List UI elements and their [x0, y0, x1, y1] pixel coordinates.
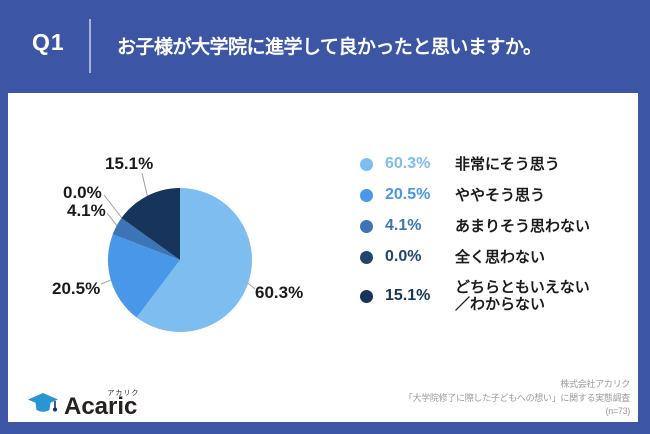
- legend-dot: [360, 188, 373, 202]
- legend-item: 15.1% どちらともいえない ／わからない: [360, 279, 632, 313]
- pie-percent-label-3: 4.1%: [67, 201, 106, 220]
- question-number: Q1: [32, 29, 65, 55]
- acaric-logo: アカリク Acaric: [28, 390, 140, 420]
- legend-dot: [360, 250, 373, 264]
- legend-label: 非常にそう思う: [455, 155, 560, 173]
- legend-dot: [360, 289, 373, 303]
- question-text: お子様が大学院に進学して良かったと思いますか。: [117, 37, 542, 58]
- legend-label: 全く思わない: [455, 248, 546, 266]
- header-divider: [89, 19, 91, 73]
- legend: 60.3% 非常にそう思う 20.5% ややそう思う 4.1% あまりそう思わな…: [360, 155, 632, 326]
- source-sample-size: (n=73): [605, 406, 631, 416]
- pie-leader-line-2: [106, 212, 118, 227]
- legend-pct: 20.5%: [385, 186, 431, 203]
- pie-slice-0: [136, 188, 253, 332]
- pie-leader-line-3: [103, 194, 123, 219]
- question-header: Q1 お子様が大学院に進学して良かったと思いますか。: [0, 0, 650, 93]
- pie-slice-4: [121, 188, 180, 260]
- legend-label: ややそう思う: [455, 186, 546, 204]
- legend-item: 4.1% あまりそう思わない: [360, 217, 632, 235]
- pie-leader-line-0: [246, 282, 256, 290]
- legend-pct: 60.3%: [385, 155, 431, 172]
- source-survey-title: 「大学院修了に際した子どもへの想い」に関する実態調査: [403, 392, 631, 403]
- legend-item: 0.0% 全く思わない: [360, 248, 632, 266]
- pie-percent-label-4: 0.0%: [63, 183, 102, 202]
- legend-dot: [360, 219, 373, 233]
- survey-source: 株式会社アカリク 「大学院修了に際した子どもへの想い」に関する実態調査 (n=7…: [403, 378, 631, 419]
- pie-leader-line-4: [141, 172, 149, 197]
- legend-pct: 0.0%: [385, 248, 422, 265]
- legend-label: あまりそう思わない: [455, 217, 591, 235]
- legend-pct: 4.1%: [385, 217, 422, 234]
- logo-text: Acaric: [64, 393, 138, 420]
- pie-chart-svg: [100, 172, 256, 332]
- legend-item: 60.3% 非常にそう思う: [360, 155, 632, 173]
- logo-furigana: アカリク: [107, 390, 140, 397]
- chart-panel: 60.3% 20.5% 4.1% 0.0% 15.1% 60.3% 非常にそう思…: [8, 93, 638, 422]
- pie-slice-1: [108, 234, 180, 318]
- pie-leader-line-1: [100, 279, 112, 285]
- legend-dot: [360, 157, 373, 171]
- legend-item: 20.5% ややそう思う: [360, 186, 632, 204]
- graduation-cap-icon: [28, 393, 58, 412]
- source-company: 株式会社アカリク: [560, 379, 630, 389]
- pie-percent-label-5: 15.1%: [105, 154, 154, 173]
- legend-pct: 15.1%: [385, 287, 431, 304]
- legend-label: どちらともいえない ／わからない: [455, 279, 590, 313]
- pie-percent-label-1: 60.3%: [255, 283, 304, 302]
- pie-slice-2: [112, 218, 180, 260]
- pie-percent-label-2: 20.5%: [52, 279, 101, 298]
